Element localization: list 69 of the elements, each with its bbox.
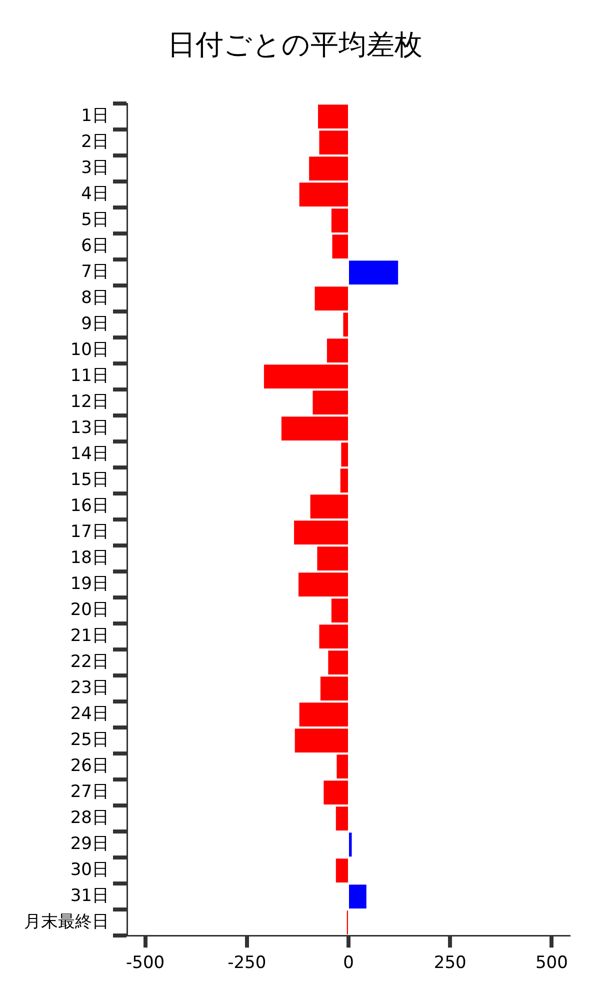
y-tick-label: 17日 [70,522,109,542]
y-tick-label: 20日 [70,600,109,620]
y-tick-label: 7日 [81,262,109,282]
x-tick-label: -250 [228,953,266,974]
x-tick-label: 500 [535,953,568,974]
y-tick-label: 24日 [70,704,109,724]
bar [336,858,348,883]
y-tick-label: 27日 [70,782,109,802]
y-tick-label: 31日 [70,886,109,906]
y-tick-label: 18日 [70,548,109,568]
y-tick-label: 1日 [81,106,109,126]
bar [319,130,348,155]
y-tick-label: 21日 [70,626,109,646]
y-tick-label: 12日 [70,392,109,412]
bar [317,546,348,571]
bar [349,260,398,285]
y-tick-label: 8日 [81,288,109,308]
y-tick-label: 15日 [70,470,109,490]
y-tick-label: 25日 [70,730,109,750]
y-tick-label: 28日 [70,808,109,828]
bar [320,676,348,701]
bar [310,494,348,519]
bar [324,780,348,805]
y-tick-label: 10日 [70,340,109,360]
bar [319,624,348,649]
y-tick-label: 2日 [81,132,109,152]
bar [299,702,348,727]
y-tick-label: 30日 [70,860,109,880]
bar [326,338,348,363]
y-tick-label: 23日 [70,678,109,698]
x-tick-label: 250 [434,953,466,974]
y-tick-label: 16日 [70,496,109,516]
bar [318,104,348,129]
y-tick-label: 14日 [70,444,109,464]
y-tick-label: 6日 [81,236,109,256]
x-tick-label: 0 [343,953,354,974]
bar [328,650,348,675]
y-tick-label: 13日 [70,418,109,438]
y-tick-label: 22日 [70,652,109,672]
chart-title: 日付ごとの平均差枚 [168,28,422,62]
y-tick-label: 26日 [70,756,109,776]
y-tick-label: 9日 [81,314,109,334]
bar [299,182,348,207]
y-tick-label: 5日 [81,210,109,230]
y-tick-label: 月末最終日 [24,912,109,932]
bar [336,754,348,779]
y-tick-label: 3日 [81,158,109,178]
bar [264,364,348,389]
bar [349,884,366,909]
bar [294,728,348,753]
bar [331,598,348,623]
y-tick-label: 11日 [70,366,109,386]
x-tick-label: -500 [126,953,165,974]
bar [343,312,348,337]
bar [309,156,348,181]
bar [332,234,348,259]
bar [336,806,348,831]
bar [331,208,348,233]
bar [349,832,352,857]
bar [298,572,348,597]
bar [294,520,348,545]
y-tick-label: 29日 [70,834,109,854]
bar [281,416,348,441]
bar [312,390,348,415]
bar [340,468,348,493]
y-tick-label: 19日 [70,574,109,594]
bar [314,286,348,311]
bar [341,442,348,467]
y-tick-label: 4日 [81,184,109,204]
